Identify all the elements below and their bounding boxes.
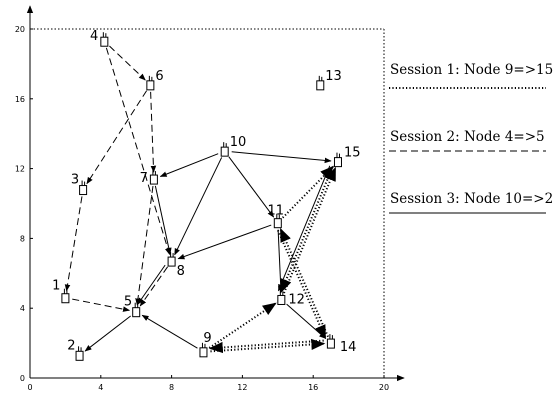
legend: Session 1: Node 9=>15 Session 2: Node 4=… [389,62,553,214]
node-12: 12 [277,290,305,307]
session-3-link [277,229,284,294]
session-1-link [283,166,337,294]
node-14: 14 [326,334,357,355]
session-3-link [154,185,172,255]
session-2-link [150,91,157,173]
node-5: 5 [124,295,141,318]
session-2-link [109,45,146,81]
session-1-link [210,338,326,353]
node-icon [75,350,84,361]
session-1-link [208,302,277,349]
node-icon [333,157,342,168]
session-2-link [135,185,154,306]
session-1-link [279,227,329,338]
node-icon [277,294,286,305]
node-icon [100,36,109,47]
node-icon [61,293,70,304]
x-tick-label: 0 [27,383,32,392]
session-3-link [174,157,223,256]
y-tick-label: 16 [15,95,25,104]
node-label: 11 [268,204,285,219]
node-label: 5 [124,295,132,310]
node-label: 9 [203,331,211,346]
session-1-link [208,339,324,354]
y-tick-label: 8 [20,234,25,243]
y-tick-label: 4 [20,304,25,313]
node-3: 3 [71,173,88,196]
node-label: 1 [52,279,60,294]
x-tick-label: 20 [379,383,389,392]
node-label: 4 [90,29,98,44]
x-tick-label: 12 [237,383,247,392]
node-label: 8 [177,264,185,279]
node-icon [316,80,325,91]
session-1-link [280,166,334,294]
session-3-link [141,314,198,349]
session-3-link [137,264,166,305]
node-icon [79,185,88,196]
session-2-link [139,266,168,307]
y-tick-label: 0 [20,374,25,383]
legend-session-3-label: Session 3: Node 10=>2 [390,191,553,207]
node-label: 7 [140,171,148,186]
node-icon [273,218,282,229]
node-icon [326,338,335,349]
node-label: 13 [325,69,342,84]
x-tick-label: 8 [169,383,174,392]
node-icon [146,80,155,91]
node-1: 1 [52,279,70,304]
node-icon [167,256,176,267]
legend-session-2-label: Session 2: Node 4=>5 [390,129,545,145]
node-label: 15 [344,146,361,161]
node-label: 12 [288,292,305,307]
node-11: 11 [268,204,285,229]
session-2-link [105,47,171,256]
session-3-link [84,315,131,352]
session-2-link [86,90,147,185]
network-links [64,45,337,354]
x-tick-label: 4 [98,383,103,392]
session-3-link [177,224,272,260]
y-tick-label: 20 [15,25,25,34]
node-label: 3 [71,173,79,188]
node-label: 2 [67,338,75,353]
session-2-link [64,196,83,292]
node-15: 15 [333,146,361,168]
x-tick-label: 16 [308,383,318,392]
session-3-link [159,153,219,177]
session-3-link [228,156,275,218]
node-4: 4 [90,29,109,47]
node-10: 10 [220,135,247,157]
node-label: 14 [340,340,357,355]
session-3-link [231,151,332,164]
node-icon [149,174,158,185]
node-label: 6 [155,69,163,84]
node-icon [199,347,208,358]
node-13: 13 [316,69,342,91]
session-1-link [276,229,327,340]
legend-session-1-label: Session 1: Node 9=>15 [390,62,553,78]
session-2-link [72,298,131,312]
node-2: 2 [67,338,84,361]
node-label: 10 [230,135,247,150]
node-8: 8 [167,252,185,279]
session-3-link [277,165,331,292]
node-6: 6 [146,69,164,91]
node-9: 9 [199,331,212,358]
node-icon [220,146,229,157]
node-icon [132,307,141,318]
session-3-link [286,303,327,339]
node-7: 7 [140,170,158,186]
y-tick-label: 12 [15,165,25,174]
